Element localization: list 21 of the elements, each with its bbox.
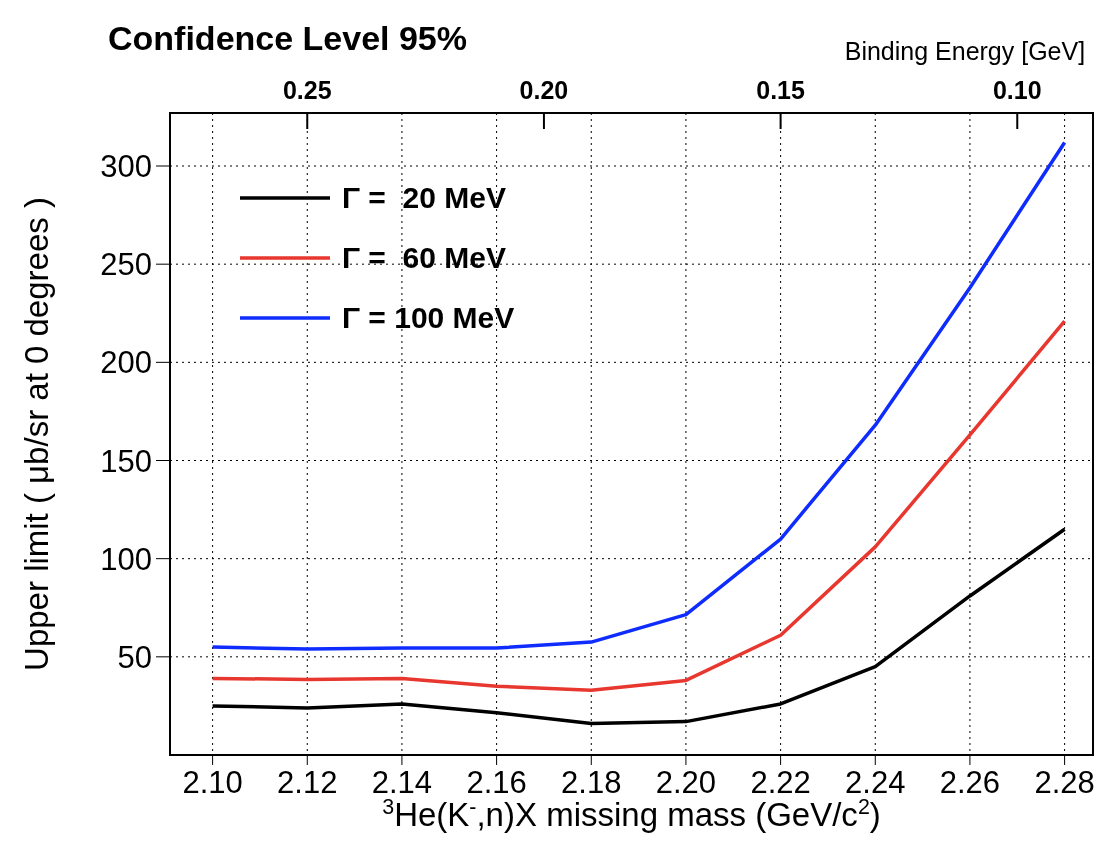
x2-axis-title: Binding Energy [GeV] — [844, 37, 1086, 65]
x2-tick-label: 0.20 — [519, 76, 569, 104]
legend-label: Γ = 60 MeV — [342, 241, 506, 275]
legend-label: Γ = 100 MeV — [342, 301, 515, 335]
y-tick-label: 100 — [100, 541, 152, 577]
y-tick-label: 250 — [100, 247, 152, 283]
y-axis-title: Upper limit ( μb/sr at 0 degrees ) — [18, 197, 55, 671]
x2-tick-label: 0.15 — [756, 76, 806, 104]
line-series — [210, 140, 1067, 651]
x-tick-label: 2.26 — [939, 765, 1001, 801]
x-tick-label: 2.10 — [182, 765, 243, 801]
legend-label: Γ = 20 MeV — [342, 181, 506, 215]
y-tick-label: 150 — [100, 443, 152, 479]
chart-title: Confidence Level 95% — [108, 19, 468, 57]
x-tick-label: 2.12 — [277, 765, 338, 801]
x2-tick-label: 0.10 — [992, 76, 1042, 104]
y-tick-label: 50 — [117, 639, 152, 675]
y-tick-label: 200 — [100, 345, 152, 381]
x-tick-label: 2.28 — [1034, 765, 1095, 801]
y-tick-label: 300 — [100, 149, 152, 185]
x2-tick-label: 0.25 — [282, 76, 332, 104]
